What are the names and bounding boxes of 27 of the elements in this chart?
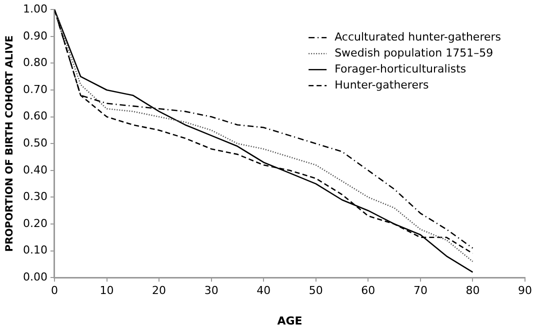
legend-label: Forager-horticulturalists <box>334 62 466 76</box>
y-tick-label: 0.70 <box>22 82 48 96</box>
x-tick-label: 90 <box>518 284 532 298</box>
legend-label: Acculturated hunter-gatherers <box>334 30 502 44</box>
y-tick-label: 0.00 <box>22 270 48 284</box>
x-tick-label: 60 <box>361 284 376 298</box>
x-tick-label: 70 <box>413 284 428 298</box>
y-tick-label: 0.50 <box>22 136 48 150</box>
y-tick-label: 0.10 <box>22 244 48 257</box>
y-tick-label: 0.40 <box>22 163 48 176</box>
y-tick-label: 0.90 <box>22 29 48 42</box>
x-tick-label: 80 <box>466 284 480 298</box>
legend-label: Swedish population 1751–59 <box>334 46 494 60</box>
y-tick-label: 0.30 <box>22 190 48 204</box>
legend-label: Hunter-gatherers <box>334 78 430 92</box>
x-tick-label: 40 <box>256 284 271 298</box>
x-tick-label: 50 <box>308 284 323 298</box>
x-tick-label: 0 <box>50 284 58 298</box>
y-tick-label: 0.20 <box>22 216 48 230</box>
x-tick-label: 10 <box>100 284 114 298</box>
x-axis-title: AGE <box>277 314 302 328</box>
x-tick-label: 30 <box>204 284 218 298</box>
y-tick-label: 0.80 <box>22 56 48 70</box>
y-tick-label: 1.00 <box>22 2 48 16</box>
y-tick-label: 0.60 <box>22 110 48 123</box>
x-tick-label: 20 <box>152 284 166 298</box>
y-axis-title: PROPORTION OF BIRTH COHORT ALIVE <box>4 35 16 252</box>
